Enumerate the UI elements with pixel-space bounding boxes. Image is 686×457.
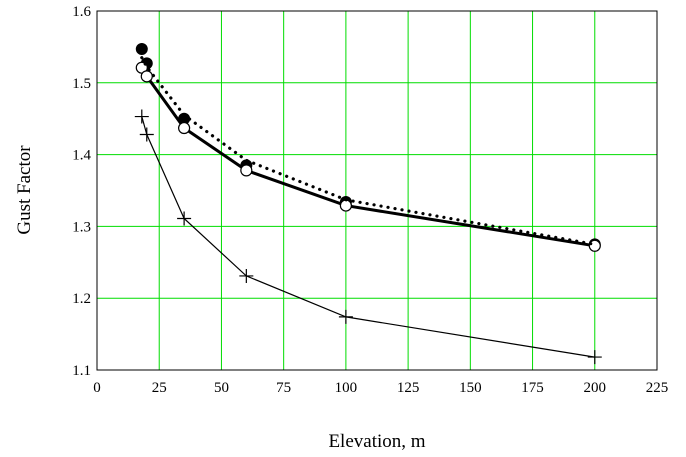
x-axis-title: Elevation, m bbox=[328, 431, 425, 452]
series-3 bbox=[140, 56, 597, 246]
series-line bbox=[141, 116, 595, 358]
series-line bbox=[140, 56, 597, 246]
data-point-plus bbox=[587, 350, 602, 365]
series-2 bbox=[135, 61, 601, 252]
data-series bbox=[134, 43, 602, 365]
data-point-open-circle bbox=[178, 121, 191, 135]
y-axis-title: Gust Factor bbox=[14, 145, 35, 235]
y-tick-label: 1.4 bbox=[72, 148, 91, 164]
data-point-open-circle bbox=[588, 239, 601, 252]
series-4 bbox=[134, 109, 602, 365]
grid bbox=[97, 11, 657, 370]
plot-area-frame bbox=[96, 10, 658, 371]
data-point-plus bbox=[177, 211, 192, 226]
series-1 bbox=[135, 43, 601, 251]
y-axis-tick-labels: 1.1 1.2 1.3 1.4 1.5 1.6 bbox=[72, 4, 91, 379]
data-point-open-circle bbox=[339, 199, 352, 212]
series-line bbox=[140, 66, 596, 248]
data-point-plus bbox=[134, 109, 149, 124]
data-point-open-circle bbox=[240, 164, 253, 177]
x-tick-label: 25 bbox=[152, 380, 167, 396]
x-tick-label: 150 bbox=[459, 380, 482, 396]
x-tick-label: 225 bbox=[646, 380, 669, 396]
data-point-plus bbox=[139, 127, 154, 142]
x-tick-label: 75 bbox=[276, 380, 291, 396]
data-point-filled-circle bbox=[135, 43, 148, 56]
y-tick-label: 1.2 bbox=[72, 291, 91, 307]
data-point-plus bbox=[239, 268, 254, 283]
x-axis-tick-labels: 0 25 50 75 100 125 150 175 200 225 bbox=[93, 380, 668, 396]
x-tick-label: 100 bbox=[335, 380, 358, 396]
y-tick-label: 1.3 bbox=[72, 219, 91, 235]
x-tick-label: 50 bbox=[214, 380, 229, 396]
x-tick-label: 175 bbox=[521, 380, 544, 396]
x-tick-label: 200 bbox=[584, 380, 607, 396]
y-tick-label: 1.6 bbox=[72, 4, 91, 20]
data-point-open-circle bbox=[140, 70, 153, 83]
x-tick-label: 0 bbox=[93, 380, 101, 396]
y-tick-label: 1.5 bbox=[72, 76, 91, 92]
data-point-plus bbox=[338, 309, 353, 324]
y-tick-label: 1.1 bbox=[72, 363, 91, 379]
x-tick-label: 125 bbox=[397, 380, 420, 396]
